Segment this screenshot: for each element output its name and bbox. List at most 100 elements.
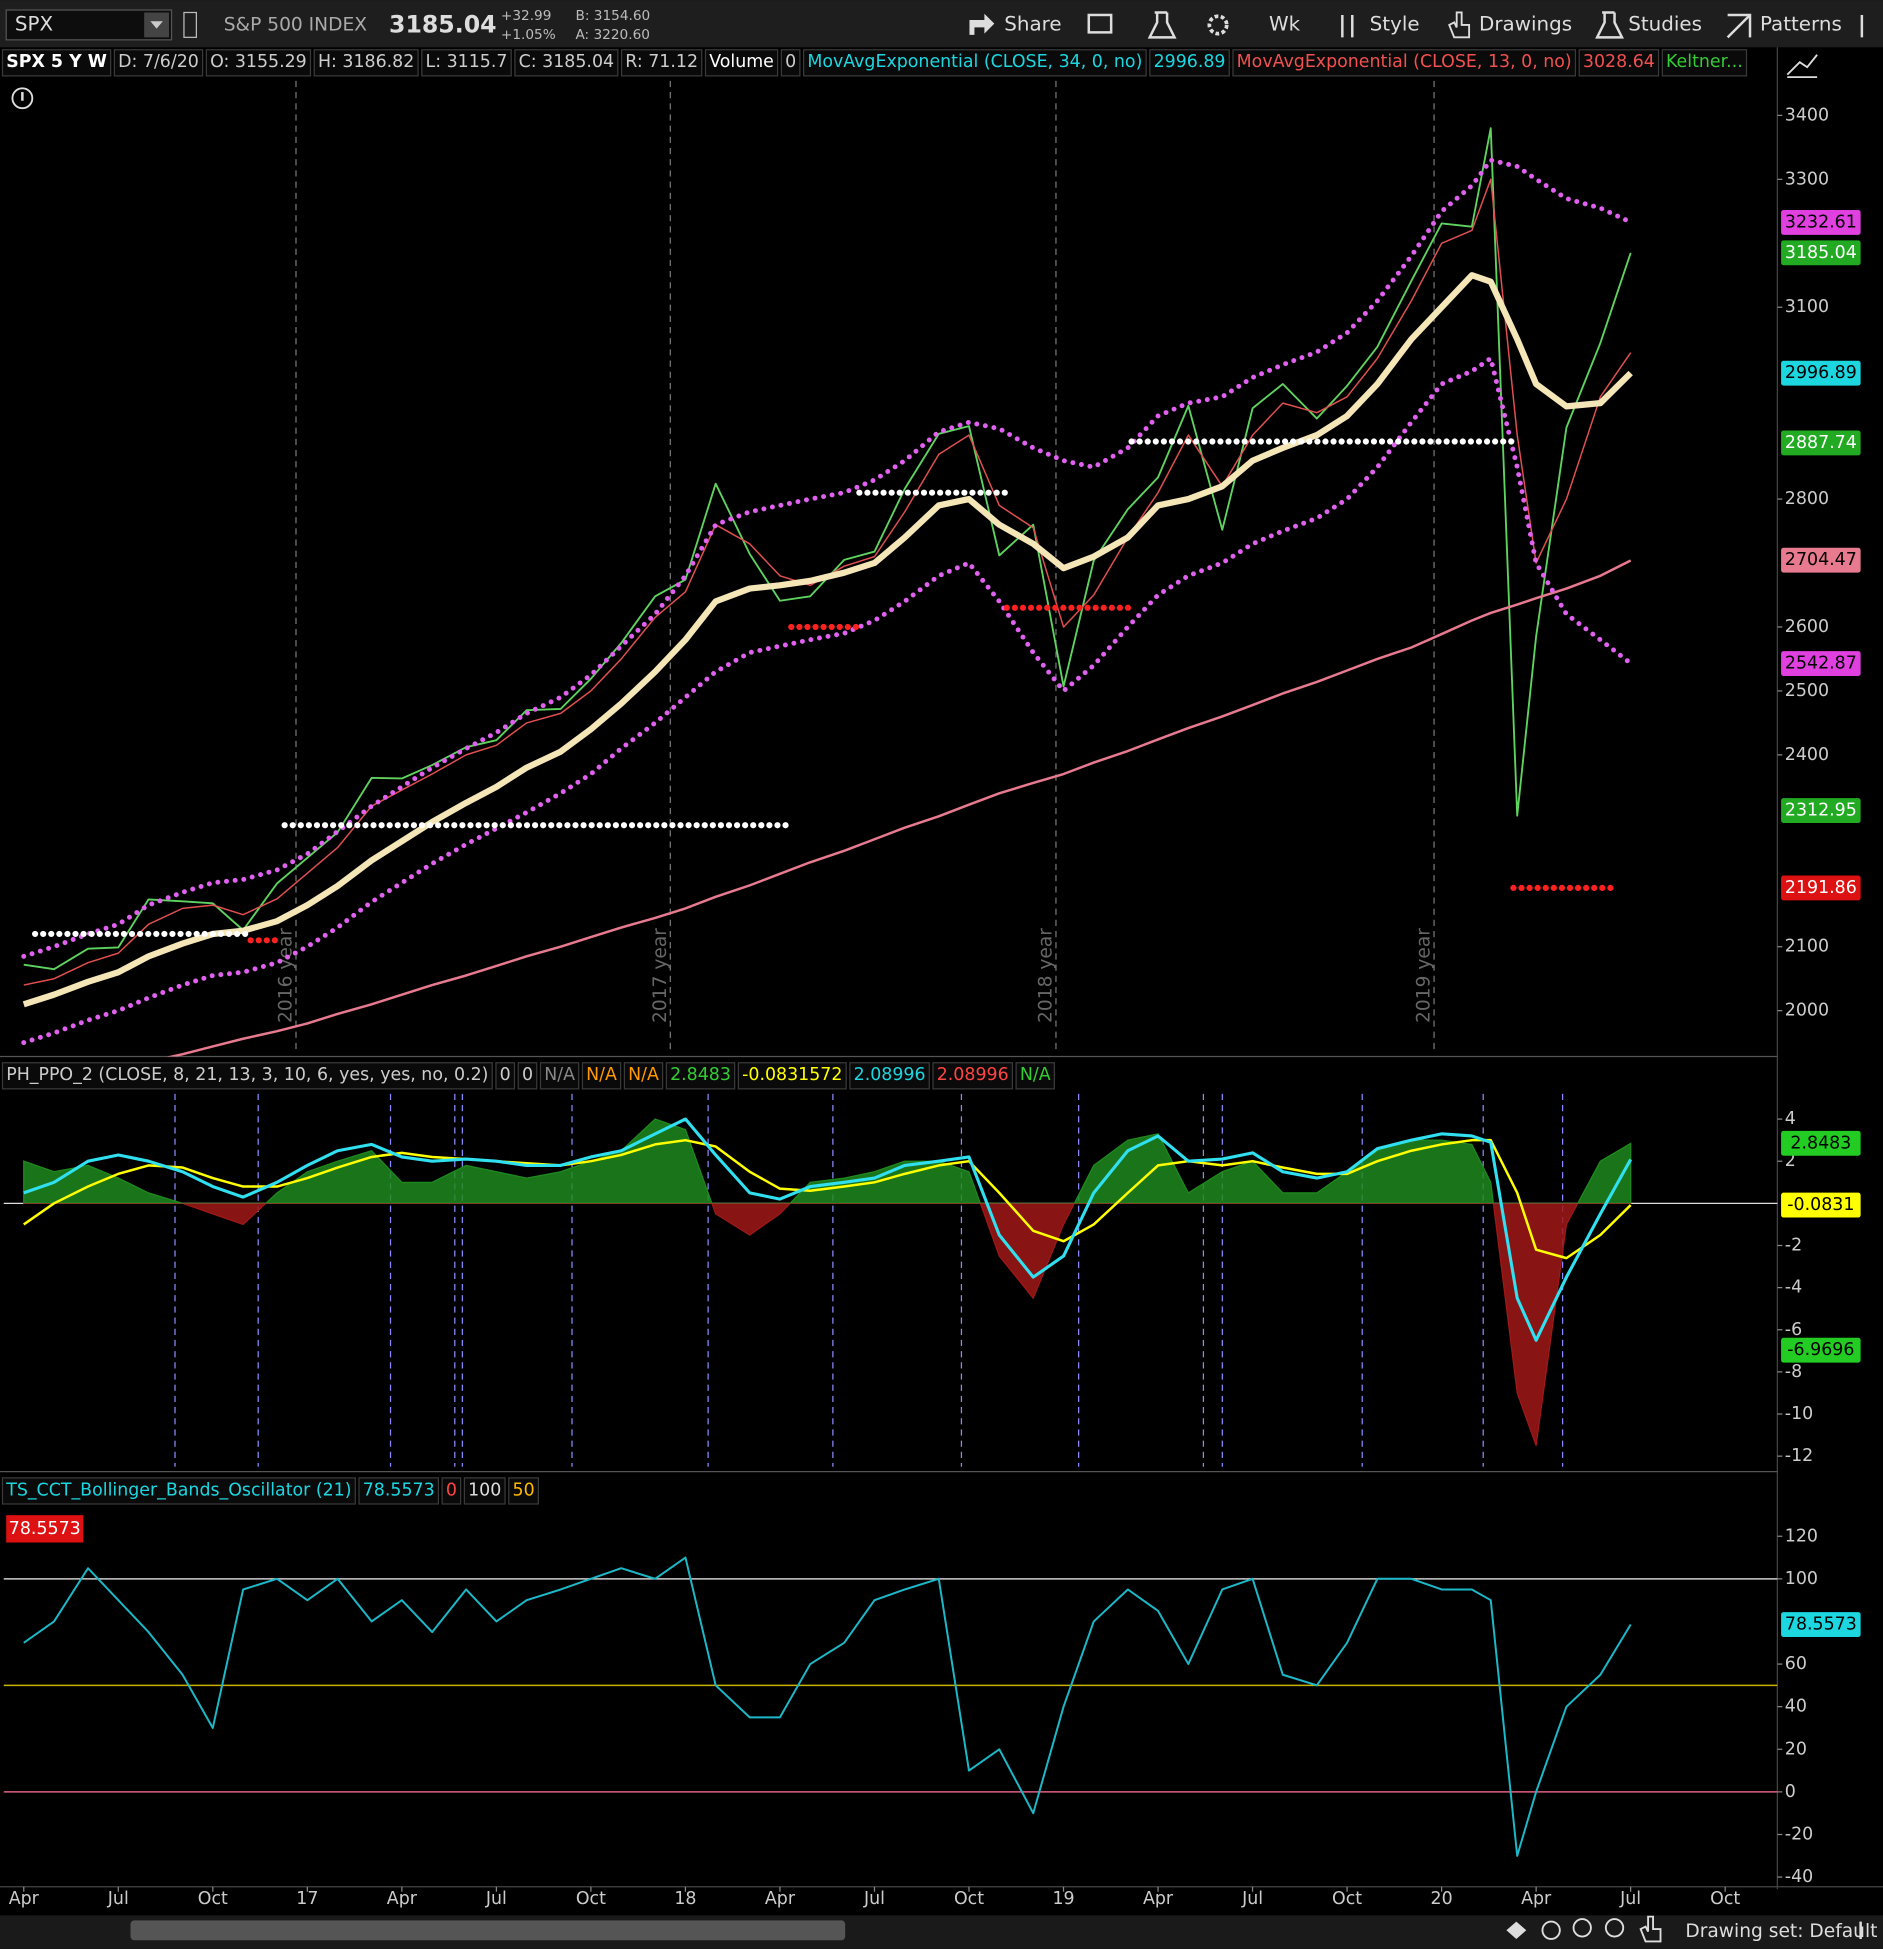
price-label: 2996.89	[1785, 363, 1857, 383]
header-item: 0	[446, 1480, 457, 1500]
drawing-set[interactable]: Drawing set: Default	[1685, 1921, 1877, 1942]
x-tick-label: Apr	[1521, 1889, 1552, 1909]
chart-settings-icon[interactable]	[1786, 54, 1818, 79]
y-tick-label: 2400	[1785, 745, 1829, 765]
price-label: 2312.95	[1785, 801, 1857, 821]
year-label: 2018 year	[1036, 928, 1057, 1023]
zoom-in-icon[interactable]	[1572, 1918, 1592, 1938]
y-tick-label: 3300	[1785, 169, 1829, 189]
y-tick-label: 2100	[1785, 937, 1829, 957]
price-label-bg	[1781, 430, 1861, 456]
x-tick-label: 17	[296, 1889, 318, 1909]
net-change: +32.99	[501, 8, 552, 24]
header-item: H: 3186.82	[318, 52, 414, 72]
header-box	[313, 49, 419, 77]
symbol-box[interactable]	[5, 9, 173, 41]
flask-icon[interactable]	[1147, 11, 1177, 39]
y-tick-label: -2	[1785, 1235, 1802, 1255]
toolbar-button[interactable]: Patterns	[1760, 12, 1842, 35]
badge-bg	[6, 1515, 84, 1543]
header-item: 3028.64	[1583, 52, 1655, 72]
price-label: 2.8483	[1790, 1133, 1851, 1153]
header-item: C: 3185.04	[519, 52, 614, 72]
header-box	[1232, 49, 1577, 77]
price-label: 3185.04	[1785, 243, 1857, 263]
alert-icon[interactable]	[11, 87, 34, 110]
share-icon	[969, 13, 995, 35]
header-item: 0	[785, 52, 796, 72]
scrollbar-thumb[interactable]	[130, 1920, 846, 1941]
hand-icon[interactable]	[1639, 1915, 1662, 1943]
study-line	[23, 1556, 1632, 1857]
header-box	[620, 49, 703, 77]
y-tick-label: -8	[1785, 1362, 1802, 1382]
header-box	[421, 49, 512, 77]
badge: 78.5573	[9, 1519, 81, 1539]
price-label-bg	[1781, 240, 1861, 266]
header-item: L: 3115.7	[426, 52, 508, 72]
header-item: 0	[500, 1065, 511, 1085]
price-label-bg	[1781, 360, 1861, 386]
price-label-bg	[1781, 1130, 1861, 1156]
header-item: N/A	[586, 1065, 617, 1085]
y-tick-label: 60	[1785, 1654, 1807, 1674]
y-tick-label: 0	[1785, 1782, 1796, 1802]
header-box	[441, 1477, 462, 1505]
price-label-bg	[1781, 651, 1861, 676]
x-tick-label: Jul	[107, 1889, 129, 1909]
header-item: 100	[468, 1480, 501, 1500]
toolbar-button[interactable]: Drawings	[1479, 12, 1572, 35]
zoom-out-icon[interactable]	[1604, 1918, 1625, 1938]
header-item: 0	[522, 1065, 533, 1085]
y-tick-label: 3100	[1785, 297, 1829, 317]
study-line	[23, 127, 1632, 971]
toolbar-button[interactable]: Share	[1004, 12, 1061, 35]
y-tick-label: 3400	[1785, 105, 1829, 125]
symbol[interactable]: SPX	[15, 12, 53, 35]
screenshot-icon[interactable]	[1087, 13, 1113, 34]
header-item: 2996.89	[1154, 52, 1226, 72]
y-tick-label: -20	[1785, 1824, 1813, 1844]
price-label-bg	[1781, 875, 1861, 901]
dropdown-arrow	[150, 21, 163, 29]
header-box	[802, 49, 1147, 77]
study-line	[22, 272, 1633, 1008]
x-tick-label: Apr	[387, 1889, 418, 1909]
studies-icon	[1595, 11, 1625, 39]
y-tick-label: 20	[1785, 1739, 1807, 1759]
header-box	[704, 49, 779, 77]
x-tick-label: Jul	[485, 1889, 507, 1909]
crosshair-icon[interactable]	[1541, 1920, 1561, 1940]
toolbar-button[interactable]: Style	[1370, 12, 1420, 35]
x-tick-label: Oct	[1710, 1889, 1740, 1909]
header-item: N/A	[628, 1065, 659, 1085]
header-box	[581, 1062, 622, 1090]
price-label: 2887.74	[1785, 433, 1857, 453]
x-tick-label: 19	[1052, 1889, 1074, 1909]
histogram-area	[23, 1118, 1632, 1204]
header-box	[358, 1477, 440, 1505]
x-tick-label: Apr	[9, 1889, 40, 1909]
header-box	[1149, 49, 1230, 77]
header-item: N/A	[544, 1065, 575, 1085]
header-box	[113, 49, 204, 77]
price-label: -6.9696	[1787, 1340, 1854, 1360]
y-tick-label: 100	[1785, 1569, 1818, 1589]
header-box	[780, 49, 801, 77]
x-tick-label: Oct	[198, 1889, 228, 1909]
toolbar-button[interactable]: Wk	[1269, 12, 1301, 35]
header-box	[1, 1477, 356, 1505]
header-box	[1578, 49, 1660, 77]
header-item: -0.0831572	[742, 1065, 842, 1085]
x-tick-label: Oct	[1332, 1889, 1362, 1909]
price-label: 2542.87	[1785, 654, 1857, 674]
header-box	[517, 1062, 538, 1090]
toolbar-button[interactable]: Studies	[1628, 12, 1702, 35]
link-icon[interactable]	[183, 11, 198, 38]
price-label-bg	[1781, 1337, 1861, 1363]
x-tick-label: Jul	[863, 1889, 885, 1909]
study-line	[23, 1138, 1632, 1260]
header-item: 78.5573	[363, 1480, 435, 1500]
